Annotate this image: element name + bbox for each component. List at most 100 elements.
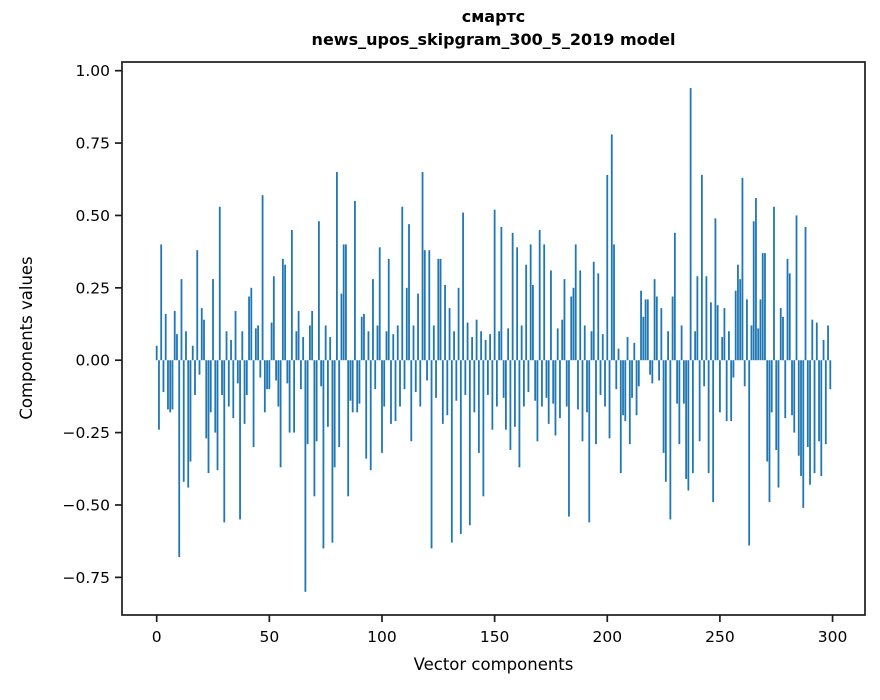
bar [662, 360, 665, 453]
bar [263, 360, 266, 413]
bar [333, 360, 336, 468]
bar [446, 360, 449, 416]
bar [234, 310, 237, 361]
bar [764, 253, 766, 361]
bar [721, 337, 724, 361]
bar [811, 319, 814, 361]
bar [786, 258, 789, 361]
bar [615, 360, 618, 390]
bar [173, 310, 176, 361]
bar [345, 244, 347, 361]
bar [827, 325, 829, 361]
bar [498, 331, 501, 361]
bar [209, 360, 212, 413]
bar [757, 328, 760, 361]
bar [254, 328, 257, 361]
bar [527, 360, 530, 393]
bar [561, 319, 564, 361]
bar [304, 360, 307, 592]
bar [696, 276, 699, 361]
bar [194, 360, 196, 395]
bar [746, 299, 748, 361]
bar [604, 360, 606, 407]
bar [203, 319, 205, 361]
bar [227, 360, 230, 407]
bar [185, 331, 187, 361]
y-axis-label: Components values [17, 256, 36, 420]
bar [667, 331, 669, 361]
bar [813, 360, 816, 474]
bar [270, 322, 273, 361]
bar [239, 360, 241, 520]
bar [421, 172, 424, 361]
bar [633, 342, 636, 361]
bar [493, 209, 496, 361]
bar [399, 360, 401, 407]
bar [583, 325, 586, 361]
bar [588, 360, 591, 523]
bar [466, 322, 469, 361]
bar [455, 360, 458, 401]
bar [453, 331, 455, 361]
bar [216, 360, 219, 471]
bar [297, 310, 300, 361]
bar [640, 290, 642, 361]
bar [311, 310, 314, 361]
bar [475, 319, 478, 361]
bar [700, 174, 703, 361]
bar [412, 325, 415, 361]
bar [518, 360, 521, 468]
bar [329, 337, 332, 361]
bar [423, 250, 426, 361]
bar [552, 360, 555, 404]
x-tick-label: 150 [480, 628, 510, 646]
bar [471, 337, 473, 361]
bar [570, 296, 573, 361]
bar [248, 296, 250, 361]
bar [250, 287, 253, 361]
bar [356, 360, 359, 413]
bar [374, 360, 377, 390]
bar [716, 305, 719, 361]
bar [606, 174, 609, 361]
bar [779, 308, 782, 361]
bar [804, 227, 807, 361]
bar [543, 244, 546, 361]
bar [725, 360, 728, 422]
bar [426, 360, 428, 381]
bar [766, 360, 769, 462]
bar [286, 360, 289, 384]
bar [324, 325, 327, 361]
bar [410, 360, 413, 442]
bar [336, 172, 338, 361]
bar [698, 360, 701, 442]
bar [815, 322, 818, 361]
bar [257, 325, 259, 361]
bar [608, 360, 611, 439]
bar [516, 247, 519, 361]
bar [230, 339, 232, 361]
bar [360, 316, 363, 361]
y-tick-label: −0.25 [63, 424, 111, 442]
bar [340, 293, 343, 361]
y-tick-label: −0.50 [63, 496, 111, 514]
bar [617, 348, 620, 361]
bar [268, 360, 271, 390]
bar [655, 296, 658, 361]
bar [308, 325, 311, 361]
bar [642, 316, 645, 361]
bar [342, 244, 345, 361]
x-tick-label: 100 [367, 628, 397, 646]
bar [486, 360, 489, 395]
bar [622, 360, 624, 416]
bar [275, 360, 277, 381]
bar [205, 360, 208, 439]
bar [737, 264, 739, 361]
bar [178, 360, 181, 558]
bar [376, 325, 379, 361]
bar [435, 360, 437, 398]
bar [568, 360, 570, 517]
bar [577, 360, 579, 410]
bar [660, 308, 663, 361]
